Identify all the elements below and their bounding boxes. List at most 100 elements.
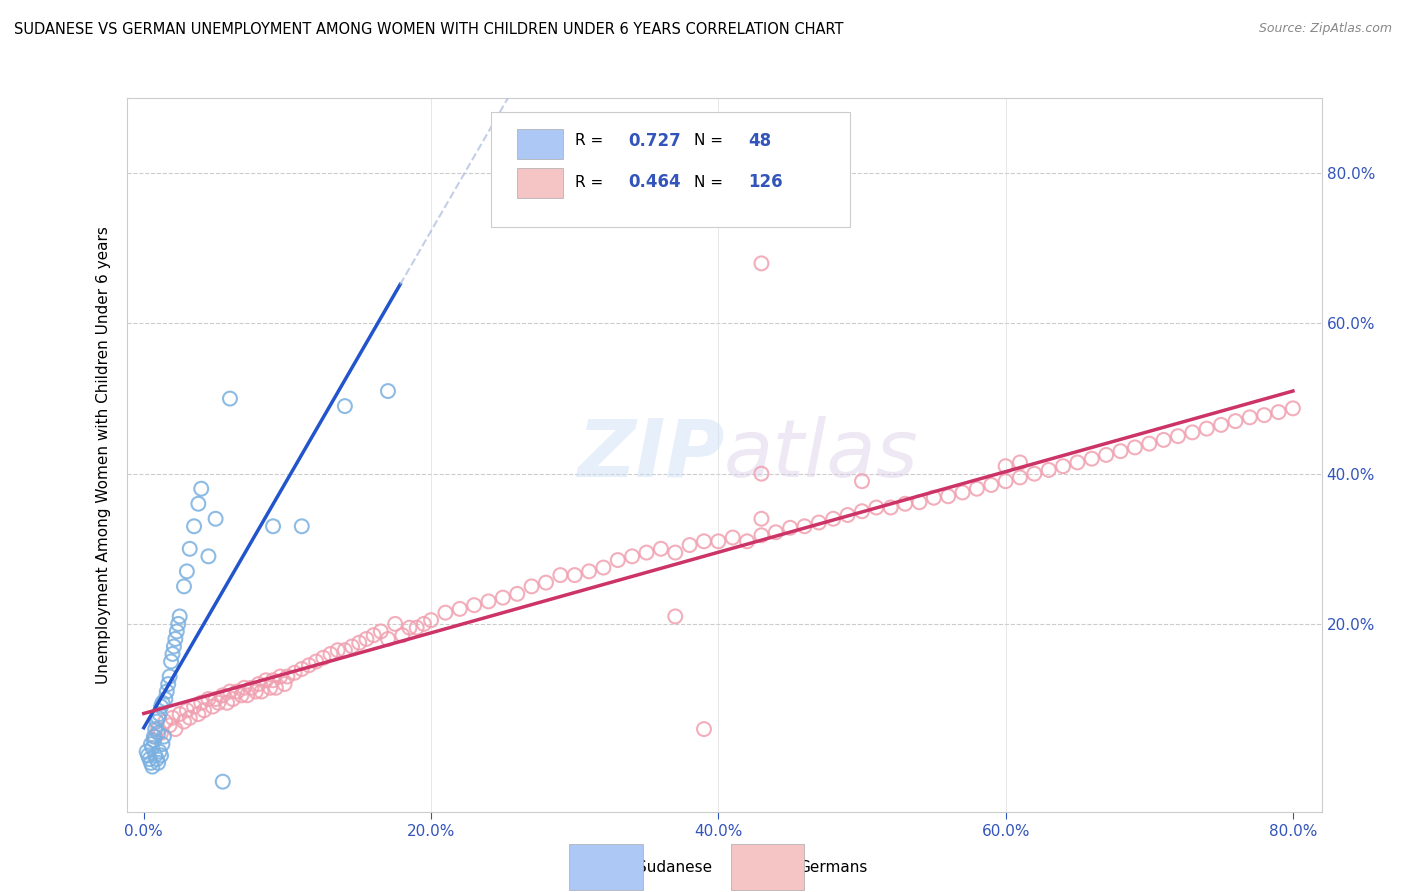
Point [1239,410,1261,425]
Point [166,624,188,639]
Point [463,598,485,612]
Point [187,497,209,511]
Point [146,726,169,740]
Point [254,673,277,688]
Point [449,602,471,616]
Point [1153,433,1175,447]
Point [211,688,233,702]
Point [765,525,787,540]
Point [138,752,160,766]
Point [405,621,427,635]
Point [148,745,170,759]
Point [136,748,159,763]
Point [564,568,586,582]
Point [193,703,215,717]
Point [1137,436,1160,450]
Point [173,714,195,729]
Point [1008,470,1031,484]
Point [412,616,434,631]
Point [793,519,815,533]
Point [179,711,201,725]
Point [155,714,177,729]
Point [377,384,399,398]
Point [534,575,557,590]
Point [326,643,349,657]
Point [333,643,356,657]
Point [837,508,859,522]
Point [707,534,730,549]
Point [952,485,974,500]
Point [340,640,363,654]
Point [621,549,644,564]
Point [141,740,163,755]
Point [391,628,413,642]
Point [349,636,371,650]
Point [276,669,298,683]
Point [135,745,157,759]
Point [420,613,443,627]
Point [150,748,173,763]
Point [245,684,267,698]
Text: Germans: Germans [799,860,868,874]
Point [908,495,931,509]
Point [259,681,281,695]
Point [162,647,184,661]
Point [578,565,600,579]
Point [269,669,291,683]
Point [211,774,233,789]
Point [751,512,773,526]
Point [1066,455,1088,469]
Point [165,722,187,736]
Point [1282,401,1305,416]
Point [142,730,165,744]
Point [520,579,543,593]
Point [152,696,174,710]
Point [1052,459,1074,474]
Point [187,707,209,722]
Point [179,541,201,556]
Text: 126: 126 [748,173,783,191]
Point [262,519,284,533]
Point [146,722,169,736]
Point [207,696,229,710]
Point [1195,422,1218,436]
Point [550,568,572,582]
Text: atlas: atlas [724,416,920,494]
Point [922,491,945,505]
Point [966,482,988,496]
Point [146,756,169,770]
Point [201,699,224,714]
Point [169,609,191,624]
Point [217,696,239,710]
Point [319,647,342,661]
Point [183,699,205,714]
Point [264,681,287,695]
Point [173,579,195,593]
Text: N =: N = [695,134,728,148]
Point [148,707,170,722]
Point [1109,444,1132,458]
Point [262,673,284,688]
Point [779,521,801,535]
Point [356,632,378,646]
Point [197,549,219,564]
Point [233,681,256,695]
Point [363,628,385,642]
Bar [517,168,562,198]
Point [1267,405,1289,419]
Point [190,696,212,710]
Point [167,616,190,631]
Point [146,711,169,725]
Point [865,500,887,515]
Point [751,528,773,542]
Point [1181,425,1204,440]
Point [226,684,249,698]
Point [994,459,1017,474]
Point [231,688,253,702]
Point [664,609,686,624]
Point [735,534,758,549]
Point [197,692,219,706]
Point [152,737,174,751]
Text: 48: 48 [748,132,770,150]
Point [250,684,273,698]
